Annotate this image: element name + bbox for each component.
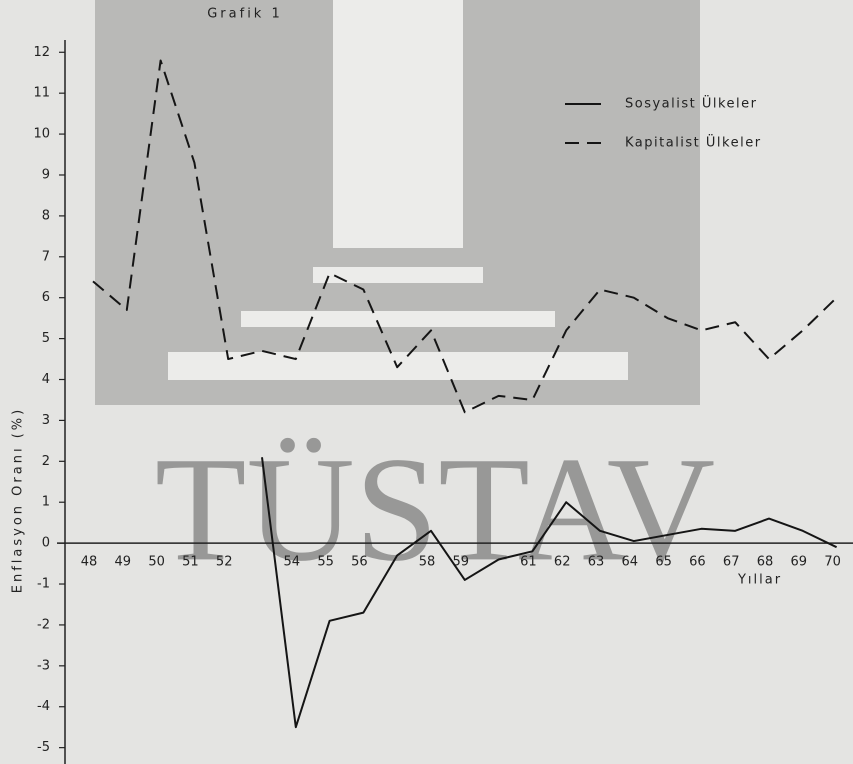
backdrop-window <box>333 0 463 248</box>
x-axis-label: Yıllar <box>737 573 782 588</box>
backdrop-stripe <box>313 267 483 283</box>
y-tick-label: 9 <box>42 167 50 182</box>
x-tick-label: 70 <box>824 555 841 570</box>
chart-title: Grafik 1 <box>207 7 283 22</box>
chart: TÜSTAV Grafik 1 Yıllar Enflasyon Oranı (… <box>0 0 853 764</box>
x-tick-label: 48 <box>81 555 98 570</box>
y-tick-label: 12 <box>33 45 50 60</box>
y-tick-label: -3 <box>37 658 50 673</box>
x-tick-label: 69 <box>791 555 808 570</box>
y-tick-label: 6 <box>42 290 50 305</box>
x-tick-label: 62 <box>554 555 571 570</box>
x-tick-label: 63 <box>588 555 605 570</box>
y-tick-label: 1 <box>42 495 50 510</box>
y-tick-label: 4 <box>42 372 50 387</box>
y-tick-label: 8 <box>42 208 50 223</box>
y-tick-label: -4 <box>37 699 50 714</box>
y-tick-label: 0 <box>42 536 50 551</box>
y-tick-label: 2 <box>42 454 50 469</box>
y-axis-label: Enflasyon Oranı (%) <box>11 407 26 593</box>
x-tick-label: 50 <box>148 555 165 570</box>
y-tick-label: 10 <box>33 127 50 142</box>
legend-label: Kapitalist Ülkeler <box>625 134 762 151</box>
x-tick-label: 58 <box>419 555 436 570</box>
x-tick-label: 55 <box>317 555 334 570</box>
y-tick-label: 11 <box>33 86 50 101</box>
x-tick-label: 65 <box>655 555 672 570</box>
y-tick-label: -2 <box>37 617 50 632</box>
backdrop-stripe <box>241 311 555 327</box>
y-tick-label: 3 <box>42 413 50 428</box>
y-tick-label: -5 <box>37 740 50 755</box>
legend-label: Sosyalist Ülkeler <box>625 95 758 112</box>
x-tick-label: 51 <box>182 555 199 570</box>
x-tick-label: 52 <box>216 555 233 570</box>
y-tick-label: 5 <box>42 331 50 346</box>
y-tick-label: 7 <box>42 249 50 264</box>
x-tick-label: 49 <box>115 555 132 570</box>
x-tick-label: 56 <box>351 555 368 570</box>
y-tick-label: -1 <box>37 577 50 592</box>
x-tick-label: 67 <box>723 555 740 570</box>
x-tick-label: 64 <box>622 555 639 570</box>
x-tick-label: 68 <box>757 555 774 570</box>
x-tick-label: 54 <box>284 555 301 570</box>
x-tick-label: 61 <box>520 555 537 570</box>
x-tick-label: 66 <box>689 555 706 570</box>
page: TÜSTAV Grafik 1 Yıllar Enflasyon Oranı (… <box>0 0 853 764</box>
